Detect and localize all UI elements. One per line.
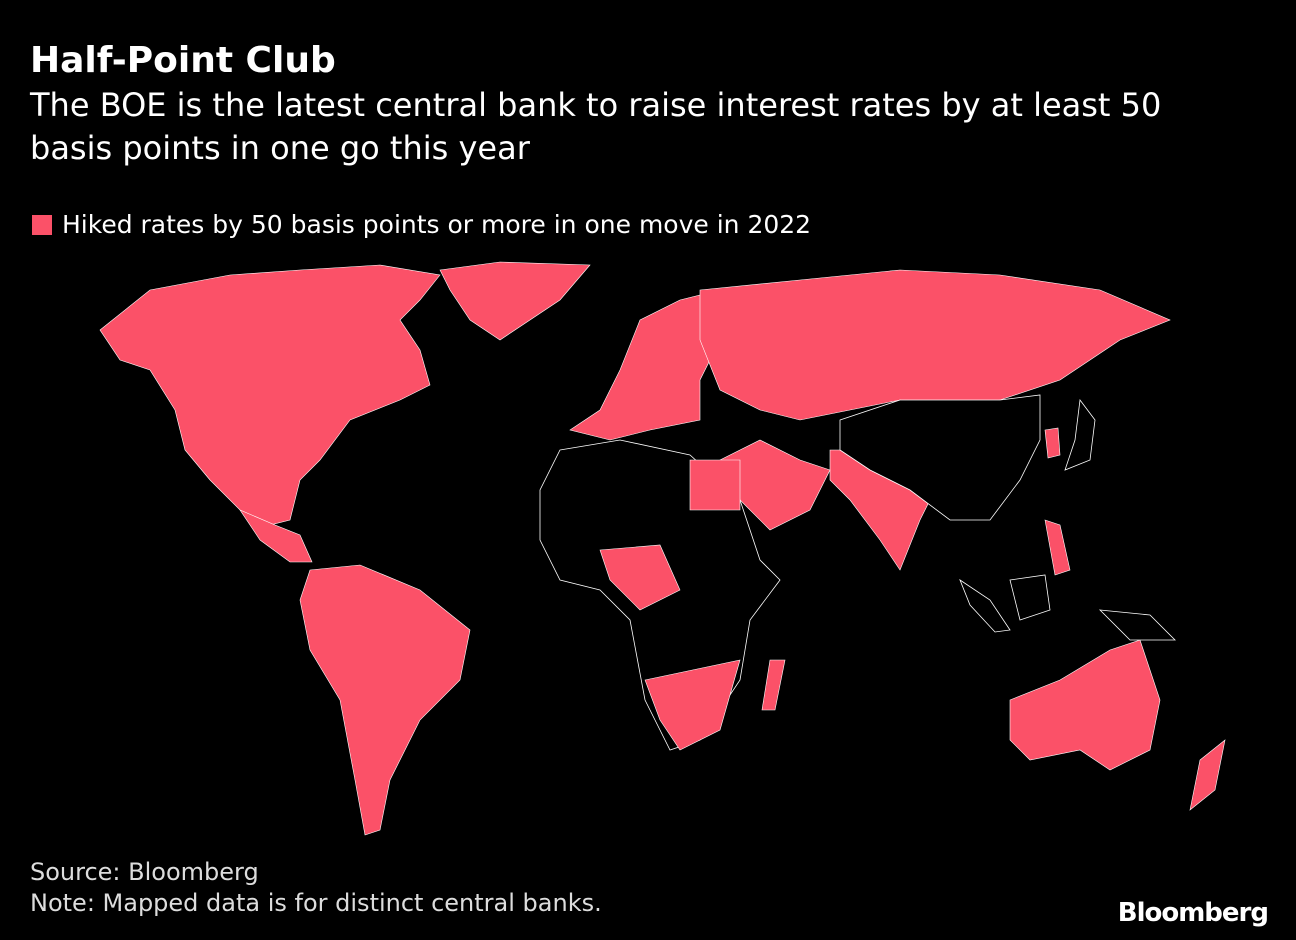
madagascar: [761, 659, 786, 711]
legend-swatch: [32, 214, 52, 235]
southern-africa: [644, 659, 741, 751]
new-zealand: [1189, 739, 1226, 811]
philippines: [1044, 519, 1071, 576]
north-america: [99, 264, 441, 526]
egypt: [689, 459, 741, 511]
south-america: [299, 564, 471, 836]
title: Half-Point Club: [30, 40, 336, 81]
central-america: [239, 509, 313, 563]
australia: [1009, 639, 1161, 771]
note: Note: Mapped data is for distinct centra…: [30, 889, 602, 917]
europe: [569, 289, 721, 441]
legend-label: Hiked rates by 50 basis points or more i…: [62, 210, 812, 239]
hiked-regions: [99, 261, 1226, 836]
subtitle: The BOE is the latest central bank to ra…: [30, 86, 1162, 167]
greenland: [439, 261, 591, 341]
new-guinea: [1098, 609, 1176, 641]
logo: Bloomberg: [1117, 898, 1269, 928]
borneo: [1009, 574, 1051, 621]
russia: [699, 269, 1171, 421]
japan: [1064, 398, 1096, 471]
korea: [1044, 427, 1061, 459]
source: Source: Bloomberg: [30, 858, 259, 886]
sumatra: [959, 578, 1011, 633]
hiked-regions-africa: [599, 459, 1071, 751]
east-asia: [839, 394, 1041, 521]
middle-east: [719, 439, 831, 531]
legend: Hiked rates by 50 basis points or more i…: [32, 210, 811, 239]
west-africa: [599, 544, 681, 611]
